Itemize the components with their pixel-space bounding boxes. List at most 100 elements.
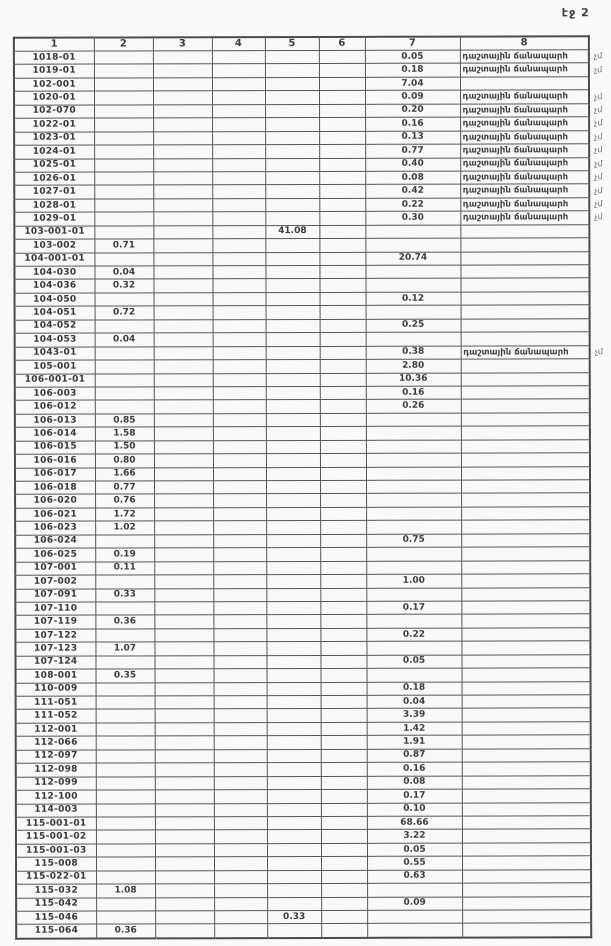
value-cell: 0.18 — [366, 681, 462, 696]
value-cell — [153, 467, 214, 481]
value-cell — [266, 802, 321, 817]
value-cell — [266, 507, 321, 521]
value-cell — [213, 776, 267, 790]
value-cell — [319, 372, 366, 387]
margin-note — [590, 520, 611, 534]
value-cell — [155, 897, 215, 911]
value-cell: 0.08 — [366, 775, 462, 790]
parcel-code: 106-015 — [14, 440, 95, 455]
value-cell — [266, 641, 321, 656]
value-cell — [264, 50, 319, 65]
margin-note — [590, 426, 611, 440]
value-cell — [154, 561, 214, 575]
parcel-code: 112-097 — [15, 749, 96, 764]
value-cell: 0.87 — [366, 748, 462, 763]
value-cell: 0.20 — [365, 103, 461, 118]
value-cell — [213, 628, 267, 642]
value-cell — [95, 816, 155, 831]
parcel-code: 1027-01 — [14, 185, 95, 200]
value-cell — [96, 870, 156, 885]
value-cell — [153, 426, 213, 441]
value-cell — [154, 534, 214, 549]
parcel-code: 115-001-03 — [15, 843, 97, 858]
parcel-code: 1024-01 — [14, 145, 95, 159]
value-cell: 0.13 — [365, 130, 461, 145]
value-cell — [320, 735, 367, 750]
margin-note: չմ — [594, 91, 603, 101]
margin-note — [589, 265, 611, 279]
margin-note — [591, 816, 611, 830]
value-cell — [320, 614, 367, 629]
value-cell — [212, 467, 267, 481]
value-cell — [213, 534, 267, 548]
value-cell — [152, 50, 212, 65]
value-cell — [95, 722, 155, 737]
value-cell — [213, 843, 268, 857]
parcel-code: 112-100 — [15, 790, 96, 804]
table-body: 1018-01 0.05 դաշտային ճանապարհ չմ 1019-01 0.1… — [13, 49, 611, 939]
value-cell: 7.04 — [364, 76, 461, 91]
value-cell — [318, 50, 365, 64]
value-cell — [266, 601, 321, 615]
value-cell — [95, 534, 155, 549]
value-cell — [96, 857, 156, 871]
value-cell: 1.50 — [94, 440, 154, 455]
margin-note — [589, 224, 611, 238]
parcel-code: 106-012 — [14, 400, 95, 415]
value-cell — [320, 829, 367, 844]
value-cell — [265, 198, 320, 212]
margin-note — [589, 278, 611, 292]
value-cell — [154, 749, 214, 764]
value-cell — [265, 117, 320, 132]
value-cell: 0.17 — [366, 601, 462, 615]
value-cell — [265, 319, 320, 333]
value-cell — [320, 520, 367, 535]
land-use-label — [461, 681, 591, 696]
value-cell: 0.75 — [366, 533, 462, 548]
value-cell — [265, 453, 320, 468]
land-use-label — [460, 372, 590, 387]
value-cell — [94, 292, 154, 307]
margin-note: չմ — [594, 118, 603, 128]
value-cell — [153, 238, 213, 253]
value-cell — [266, 695, 321, 710]
value-cell — [319, 184, 366, 199]
value-cell — [94, 118, 154, 132]
value-cell — [154, 615, 214, 629]
value-cell: 1.42 — [366, 721, 462, 736]
parcel-code: 107-119 — [15, 615, 96, 630]
column-header-4: 4 — [211, 37, 265, 51]
value-cell — [96, 897, 156, 912]
land-use-label — [461, 708, 591, 722]
land-use-label — [460, 251, 590, 266]
value-cell — [265, 265, 320, 280]
land-use-label — [461, 479, 591, 494]
value-cell — [266, 561, 321, 575]
value-cell — [154, 521, 214, 535]
value-cell — [365, 426, 461, 441]
value-cell — [154, 843, 215, 858]
value-cell: 0.63 — [367, 869, 463, 884]
value-cell — [152, 64, 212, 78]
value-cell — [266, 587, 321, 602]
value-cell — [94, 359, 154, 374]
value-cell — [319, 90, 366, 105]
value-cell — [266, 843, 322, 857]
value-cell — [321, 896, 368, 911]
parcel-code: 102-070 — [14, 104, 95, 119]
parcel-code: 103-002 — [14, 239, 95, 253]
column-header-2: 2 — [93, 37, 153, 52]
value-cell — [266, 749, 321, 763]
value-cell — [155, 924, 215, 939]
margin-note — [590, 480, 611, 494]
page-number-label: էջ 2 — [561, 6, 590, 20]
value-cell — [366, 480, 462, 494]
value-cell: 0.71 — [94, 239, 154, 253]
value-cell — [265, 184, 320, 199]
value-cell — [213, 695, 267, 710]
value-cell — [213, 614, 267, 629]
margin-note: չմ — [594, 212, 603, 222]
parcel-code: 104-051 — [14, 306, 95, 321]
value-cell — [267, 883, 322, 898]
land-use-label — [461, 735, 591, 749]
